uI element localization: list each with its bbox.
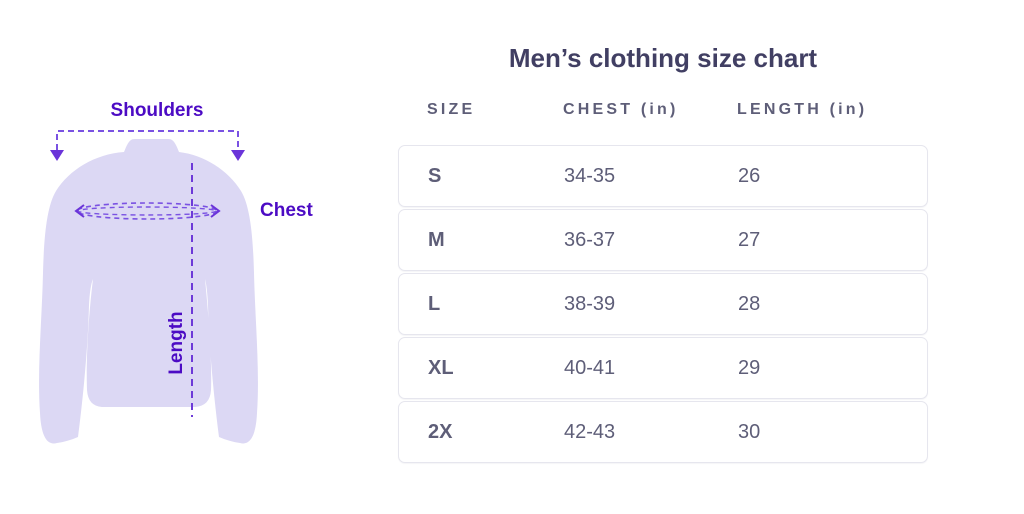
- size-table: S 34-35 26 M 36-37 27 L 38-39 28 XL 40-4…: [398, 145, 928, 465]
- table-header-row: SIZE CHEST (in) LENGTH (in): [398, 99, 928, 121]
- chest-value: 42-43: [564, 421, 616, 443]
- column-header-chest: CHEST (in): [563, 101, 679, 118]
- length-value: 26: [738, 165, 761, 187]
- shirt-measurement-diagram: Shoulders Chest Length: [0, 0, 380, 514]
- shoulders-arrow-right-icon: [231, 150, 245, 161]
- chest-arrow-left-icon: [74, 204, 85, 218]
- size-value: XL: [428, 357, 454, 379]
- table-row: S 34-35 26: [398, 145, 928, 207]
- length-value: 30: [738, 421, 761, 443]
- chest-value: 38-39: [564, 293, 616, 315]
- shirt-silhouette: [39, 139, 258, 444]
- length-value: 27: [738, 229, 761, 251]
- shirt-illustration: [39, 130, 258, 444]
- column-header-size: SIZE: [427, 101, 476, 118]
- chest-arrow-right-icon: [210, 204, 221, 218]
- table-row: XL 40-41 29: [398, 337, 928, 399]
- chest-value: 36-37: [564, 229, 616, 251]
- length-value: 29: [738, 357, 761, 379]
- size-value: L: [428, 293, 441, 315]
- column-header-length: LENGTH (in): [737, 101, 868, 118]
- shoulders-arrow-left-icon: [50, 150, 64, 161]
- length-value: 28: [738, 293, 761, 315]
- table-row: L 38-39 28: [398, 273, 928, 335]
- chest-measure-ellipse-inner: [77, 206, 217, 216]
- size-value: 2X: [428, 421, 453, 443]
- chest-value: 40-41: [564, 357, 616, 379]
- size-value: M: [428, 229, 445, 251]
- chest-value: 34-35: [564, 165, 616, 187]
- table-row: 2X 42-43 30: [398, 401, 928, 463]
- shoulders-label: Shoulders: [110, 100, 204, 121]
- size-value: S: [428, 165, 442, 187]
- length-label: Length: [166, 311, 187, 375]
- chest-measure-ellipse: [76, 202, 218, 220]
- chest-label: Chest: [260, 200, 313, 221]
- page-title: Men’s clothing size chart: [508, 43, 818, 73]
- table-row: M 36-37 27: [398, 209, 928, 271]
